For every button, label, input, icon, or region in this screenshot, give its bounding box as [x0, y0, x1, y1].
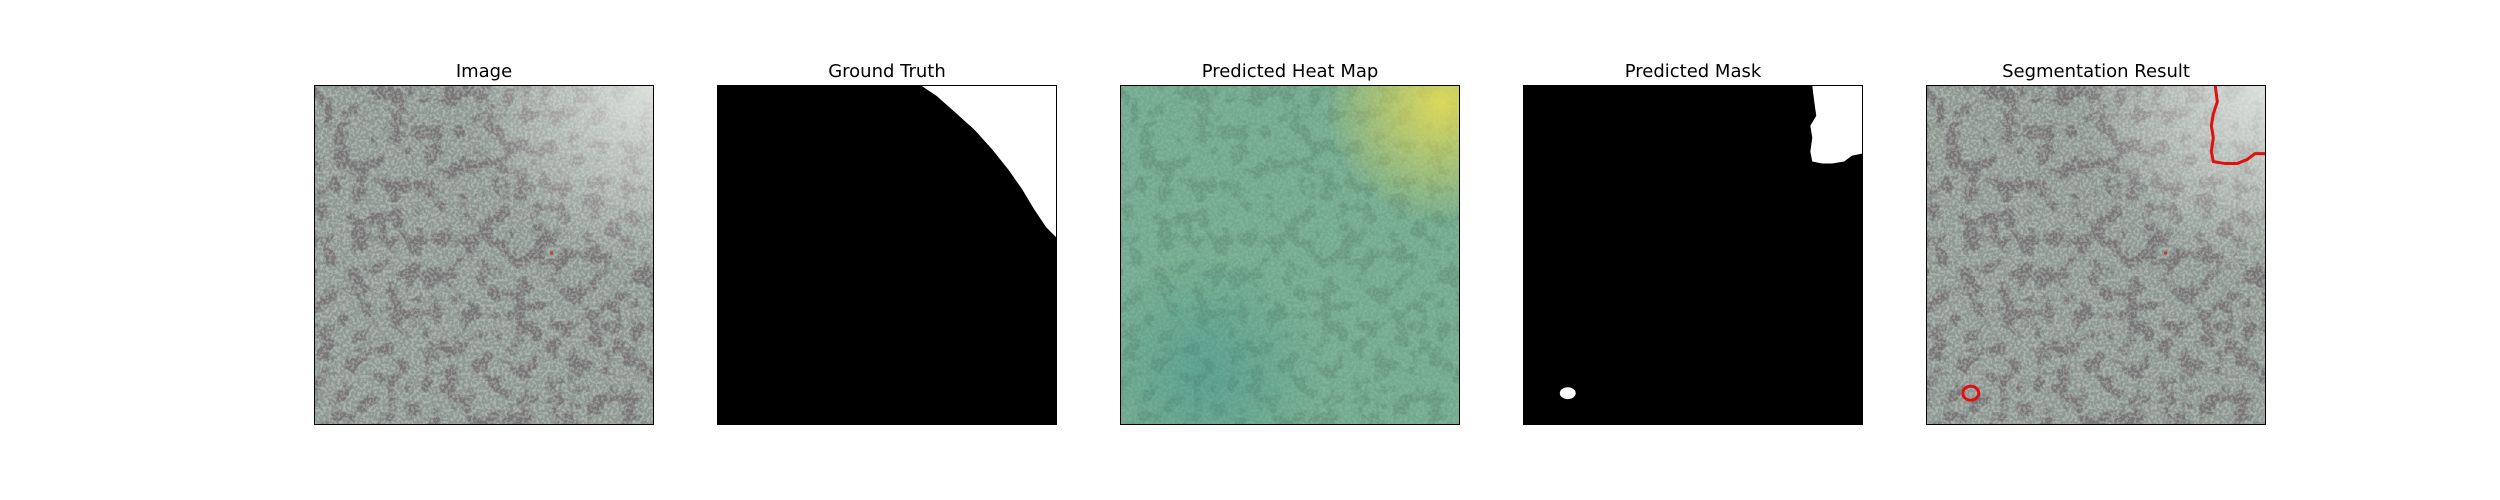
- panel-title: Image: [455, 61, 513, 82]
- panel-title: Predicted Mask: [1624, 61, 1762, 82]
- predicted-mask: [1523, 85, 1863, 425]
- input-image: [314, 85, 654, 425]
- panel-title: Predicted Heat Map: [1201, 61, 1379, 82]
- image-panel: Image: [314, 60, 654, 425]
- segmentation-result-panel: Segmentation Result: [1926, 60, 2266, 425]
- predicted-heat-map: [1120, 85, 1460, 425]
- panel-title: Ground Truth: [828, 61, 946, 82]
- ground-truth-panel: Ground Truth: [717, 60, 1057, 425]
- predicted-mask-panel: Predicted Mask: [1523, 60, 1863, 425]
- panel-title: Segmentation Result: [2002, 61, 2190, 82]
- ground-truth-mask: [717, 85, 1057, 425]
- segmentation-overlay: [1926, 85, 2266, 425]
- heat-map-panel: Predicted Heat Map: [1120, 60, 1460, 425]
